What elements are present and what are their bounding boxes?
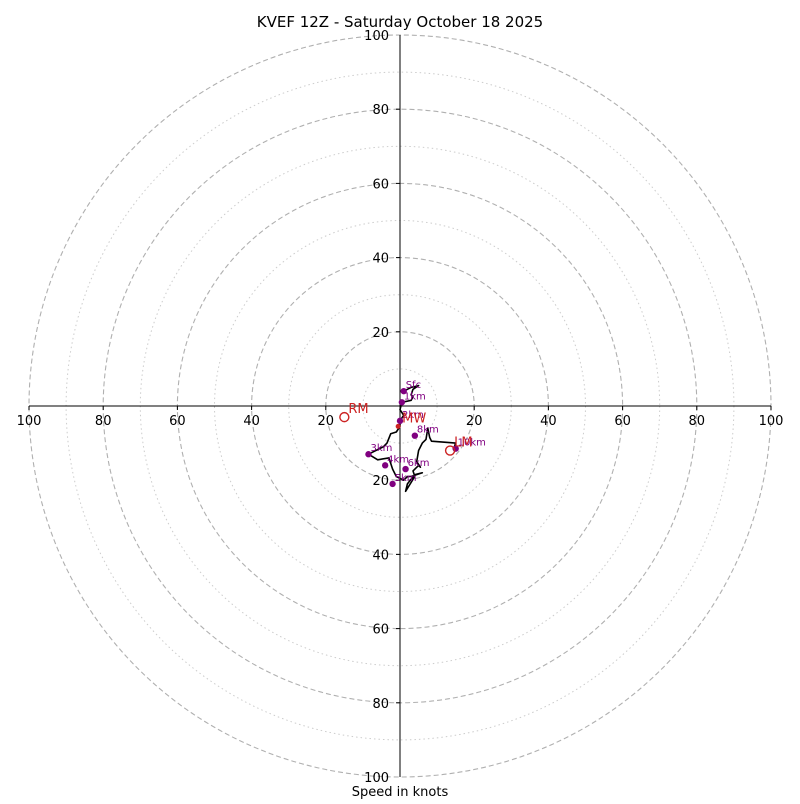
axes	[29, 35, 771, 777]
storm-motion-label: MW	[402, 411, 426, 426]
x-tick-label: 60	[614, 414, 631, 429]
x-tick-label: 20	[466, 414, 483, 429]
x-tick-label: 100	[17, 414, 42, 429]
height-marker-label: 10km	[458, 438, 486, 449]
height-marker-2km	[396, 417, 404, 425]
y-tick-label-bottom: 100	[364, 771, 389, 786]
x-tick-label: 100	[759, 414, 784, 429]
y-tick-label: 60	[372, 177, 389, 192]
height-marker-3km	[365, 451, 372, 458]
storm-motion-marker-MW	[395, 423, 401, 429]
y-tick-label: 40	[372, 252, 389, 267]
storm-motion-label: LM	[454, 436, 472, 451]
x-tick-label: 80	[689, 414, 706, 429]
x-tick-label: 60	[169, 414, 186, 429]
y-tick-label: 40	[372, 548, 389, 563]
height-marker-6km	[402, 465, 409, 473]
height-marker-label: 5km	[395, 473, 417, 484]
x-tick-label: 20	[318, 414, 335, 429]
height-marker-1km	[398, 399, 406, 406]
height-marker-label: 3km	[370, 443, 392, 454]
storm-motions: RM LM MW	[339, 402, 473, 456]
height-marker-label: 6km	[408, 458, 430, 469]
y-tick-label: 60	[372, 623, 389, 638]
height-marker-label: Sfc	[406, 380, 421, 391]
tick-labels: 100 80 60 40 20 20 40 60 80 100 80 60 40 20 20 40 60 80 10…	[17, 29, 784, 786]
y-tick-label: 80	[372, 103, 389, 118]
y-tick-label: 20	[372, 326, 389, 341]
height-marker-4km	[381, 462, 389, 469]
height-marker-5km	[389, 480, 396, 488]
y-tick-label: 80	[372, 697, 389, 712]
y-tick-label-top: 100	[364, 29, 389, 44]
storm-motion-label: RM	[348, 402, 368, 417]
x-tick-label: 80	[95, 414, 112, 429]
height-marker-8km	[411, 432, 419, 439]
height-marker-label: 1km	[404, 391, 426, 402]
x-tick-label: 40	[540, 414, 557, 429]
storm-motion-marker-RM	[339, 411, 350, 423]
x-tick-label: 40	[243, 414, 260, 429]
storm-motion-marker-LM	[444, 445, 456, 456]
height-marker-label: 2km	[402, 410, 424, 421]
chart-title: KVEF 12Z - Saturday October 18 2025	[257, 13, 543, 31]
height-marker-label: 4km	[387, 454, 409, 465]
height-marker-Sfc	[400, 387, 407, 395]
height-marker-label: 8km	[417, 425, 439, 436]
x-axis-label: Speed in knots	[352, 785, 449, 800]
y-tick-label: 20	[372, 474, 389, 489]
